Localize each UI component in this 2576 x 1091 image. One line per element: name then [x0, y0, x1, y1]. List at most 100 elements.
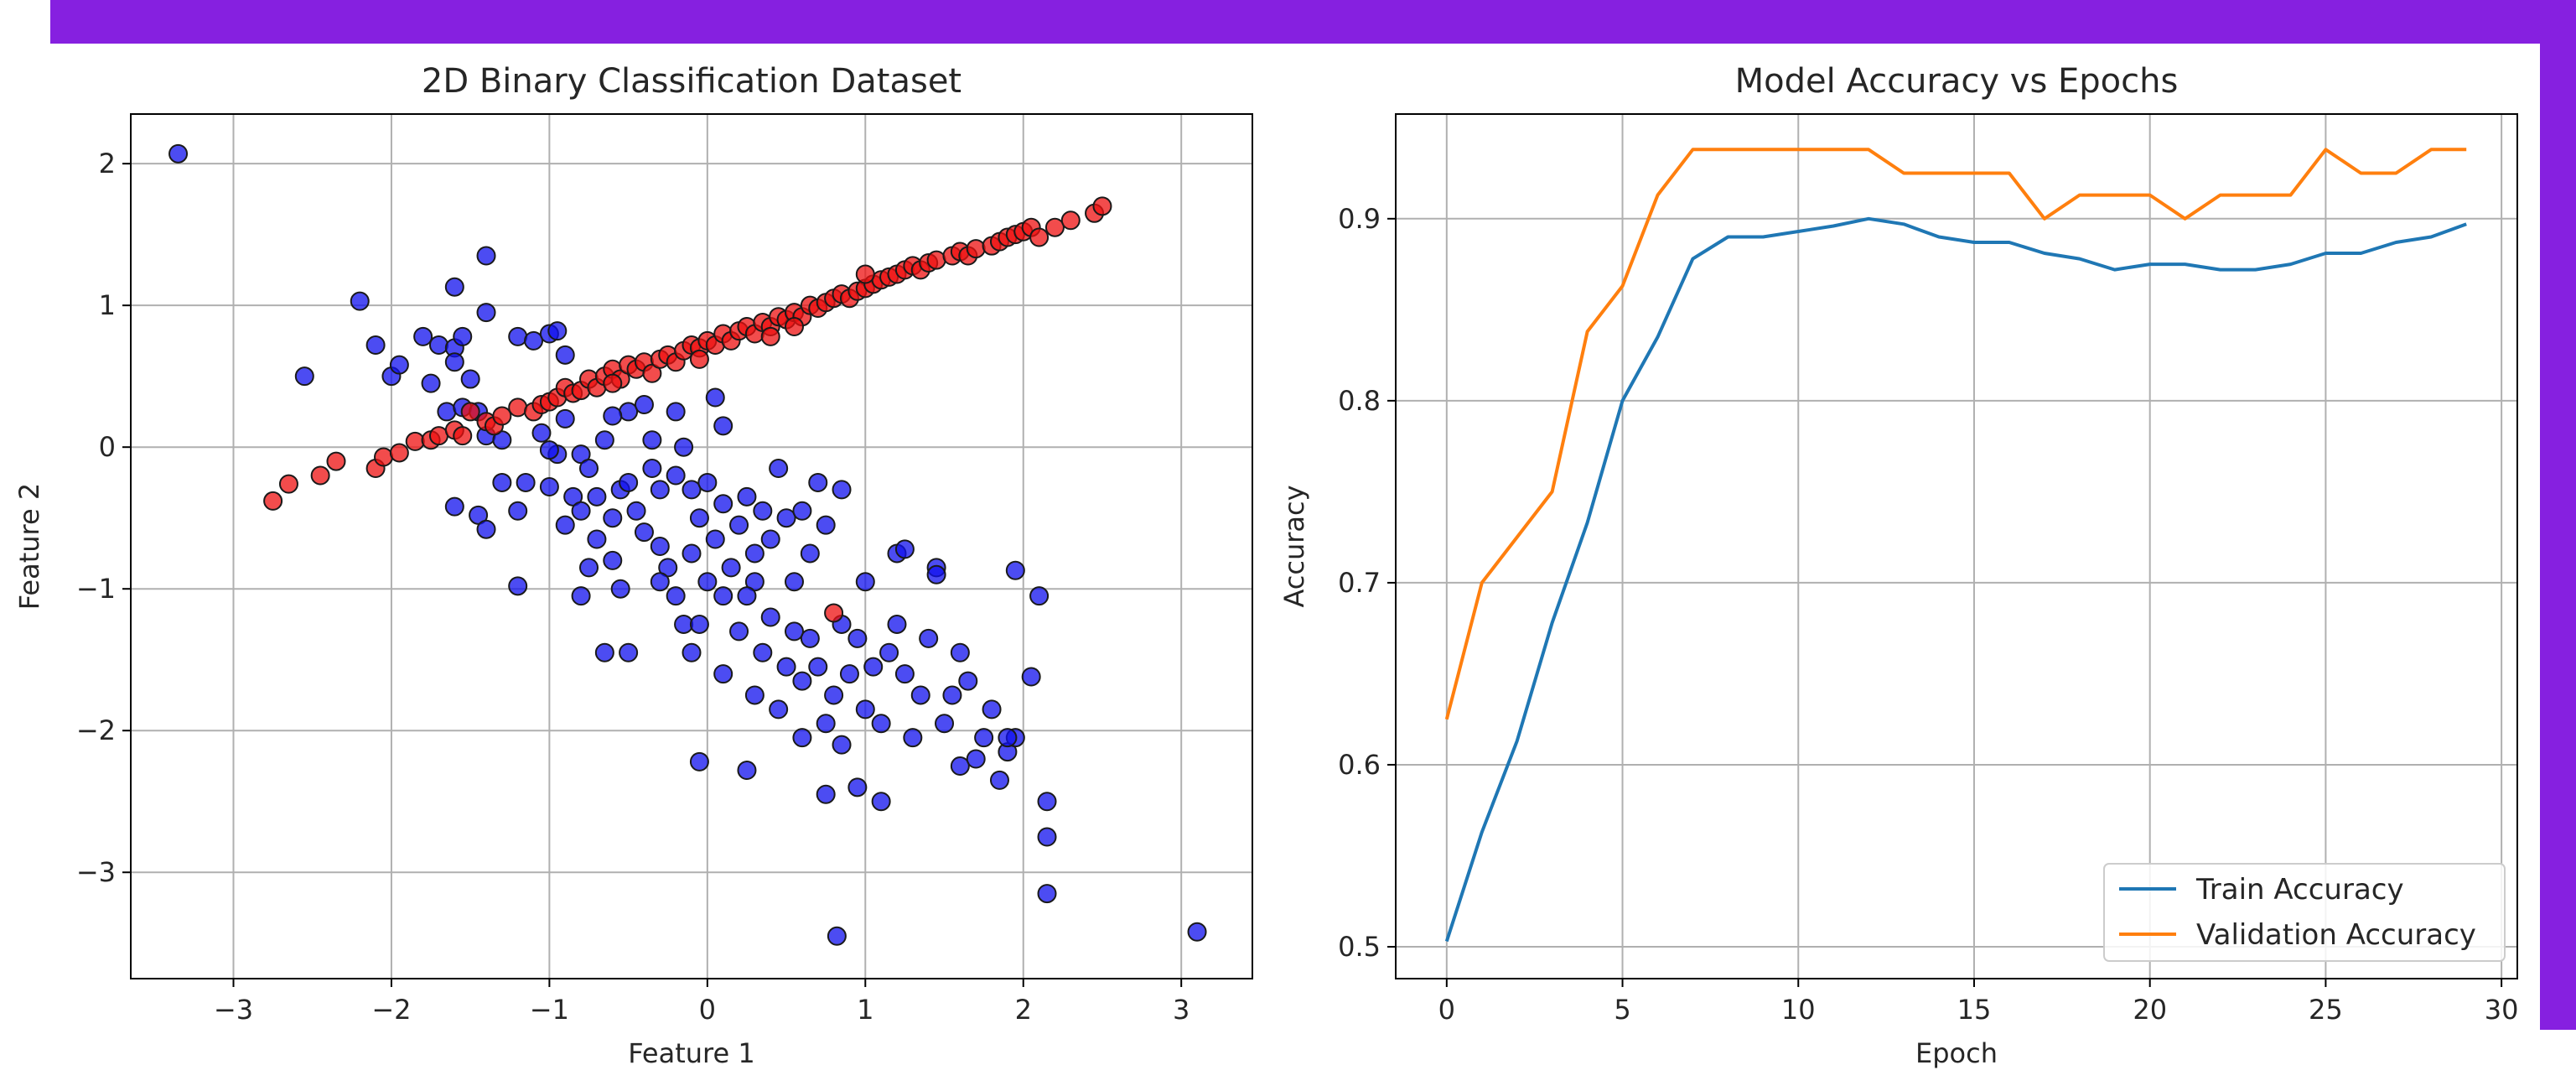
accuracy-series-lines: [1444, 148, 2467, 943]
class0-point: [729, 515, 749, 535]
class0-point: [516, 472, 536, 492]
legend-label-validation: Validation Accuracy: [2196, 918, 2476, 952]
class0-point: [689, 751, 709, 771]
class0-point: [784, 572, 804, 592]
scatter-x-tick-label: −2: [371, 994, 411, 1026]
class0-point: [863, 657, 884, 677]
class0-point: [879, 642, 899, 662]
accuracy-y-tick-label: 0.5: [1338, 931, 1381, 963]
class0-point: [389, 355, 409, 375]
class1-point: [1092, 196, 1112, 216]
class1-point: [1044, 217, 1065, 237]
class0-point: [437, 402, 457, 422]
class0-point: [603, 508, 623, 528]
class0-point: [974, 728, 994, 748]
class0-point: [832, 735, 852, 755]
class0-point: [697, 472, 718, 492]
class0-point: [634, 394, 654, 414]
class0-point: [492, 472, 512, 492]
scatter-y-tick-label: −2: [76, 714, 116, 746]
class0-point: [666, 402, 686, 422]
class0-point: [713, 494, 733, 514]
class0-point: [713, 664, 733, 684]
class0-point: [816, 784, 836, 804]
class0-point: [689, 508, 709, 528]
class1-point: [855, 264, 875, 284]
class0-point: [705, 387, 725, 408]
class1-point: [310, 465, 330, 486]
class0-point: [168, 143, 189, 164]
class0-point: [760, 529, 780, 549]
class0-point: [626, 501, 646, 521]
class1-point: [1060, 210, 1081, 231]
class0-point: [453, 326, 473, 346]
class0-point: [547, 321, 568, 341]
accuracy-x-axis-label: Epoch: [1915, 1037, 1998, 1069]
accuracy-x-tick-label: 5: [1614, 994, 1630, 1026]
class0-point: [769, 459, 789, 479]
class0-point: [792, 728, 812, 748]
class0-point: [571, 501, 591, 521]
class0-point: [650, 537, 670, 556]
scatter-x-tick-label: 0: [699, 994, 716, 1026]
class0-point: [832, 480, 852, 500]
class0-point: [1187, 922, 1207, 942]
scatter-y-tick-label: 0: [99, 431, 116, 463]
scatter-y-axis-label: Feature 2: [13, 483, 45, 610]
class0-point: [827, 926, 847, 946]
class0-point: [894, 539, 915, 559]
class1-point: [278, 474, 298, 494]
class0-point: [792, 671, 812, 691]
class0-point: [816, 714, 836, 734]
class0-point: [650, 480, 670, 500]
scatter-chart: −3 −2 −1 0 1 2 3 −3 −2 −1 0 1 2 2D Binary Classifica…: [13, 62, 1253, 1069]
class0-point: [887, 614, 907, 634]
class0-point: [682, 480, 702, 500]
accuracy-axes-frame: [1395, 113, 2518, 979]
accuracy-chart-title: Model Accuracy vs Epochs: [1735, 62, 2179, 101]
class0-point: [1021, 667, 1041, 687]
class1-point: [389, 443, 409, 463]
class0-point: [642, 430, 662, 450]
class0-point: [737, 486, 757, 507]
class0-point: [989, 770, 1009, 790]
class1-point: [326, 451, 346, 471]
class1-point: [824, 603, 844, 623]
class0-point: [935, 714, 955, 734]
class1-point: [374, 447, 394, 467]
class0-point: [950, 642, 970, 662]
class0-point: [871, 792, 891, 812]
scatter-chart-title: 2D Binary Classification Dataset: [422, 62, 961, 101]
class0-point: [753, 642, 773, 662]
class1-point: [689, 349, 709, 369]
scatter-x-tick-label: 3: [1173, 994, 1190, 1026]
class0-point: [531, 423, 552, 443]
scatter-y-tick-label: 1: [99, 289, 116, 321]
class0-point: [871, 714, 891, 734]
class0-point: [350, 291, 370, 311]
class0-point: [508, 501, 528, 521]
class0-point: [697, 572, 718, 592]
class0-point: [808, 657, 828, 677]
class1-point: [784, 317, 804, 337]
class0-point: [729, 621, 749, 642]
scatter-x-axis-label: Feature 1: [628, 1037, 754, 1069]
class0-point: [737, 761, 757, 781]
accuracy-x-tick-label: 20: [2133, 994, 2167, 1026]
class0-point: [942, 685, 962, 705]
class0-point: [776, 508, 796, 528]
scatter-y-tick-label: −1: [76, 573, 116, 605]
class0-point: [776, 657, 796, 677]
class0-point: [603, 550, 623, 570]
class0-point: [555, 345, 575, 365]
class0-point: [421, 373, 441, 393]
class0-point: [998, 728, 1018, 748]
class0-point: [594, 642, 614, 662]
accuracy-x-tick-label: 10: [1781, 994, 1816, 1026]
class0-point: [816, 515, 836, 535]
class0-point: [524, 330, 544, 351]
class0-point: [1037, 884, 1057, 904]
class1-point: [428, 426, 448, 446]
class0-point: [682, 543, 702, 564]
